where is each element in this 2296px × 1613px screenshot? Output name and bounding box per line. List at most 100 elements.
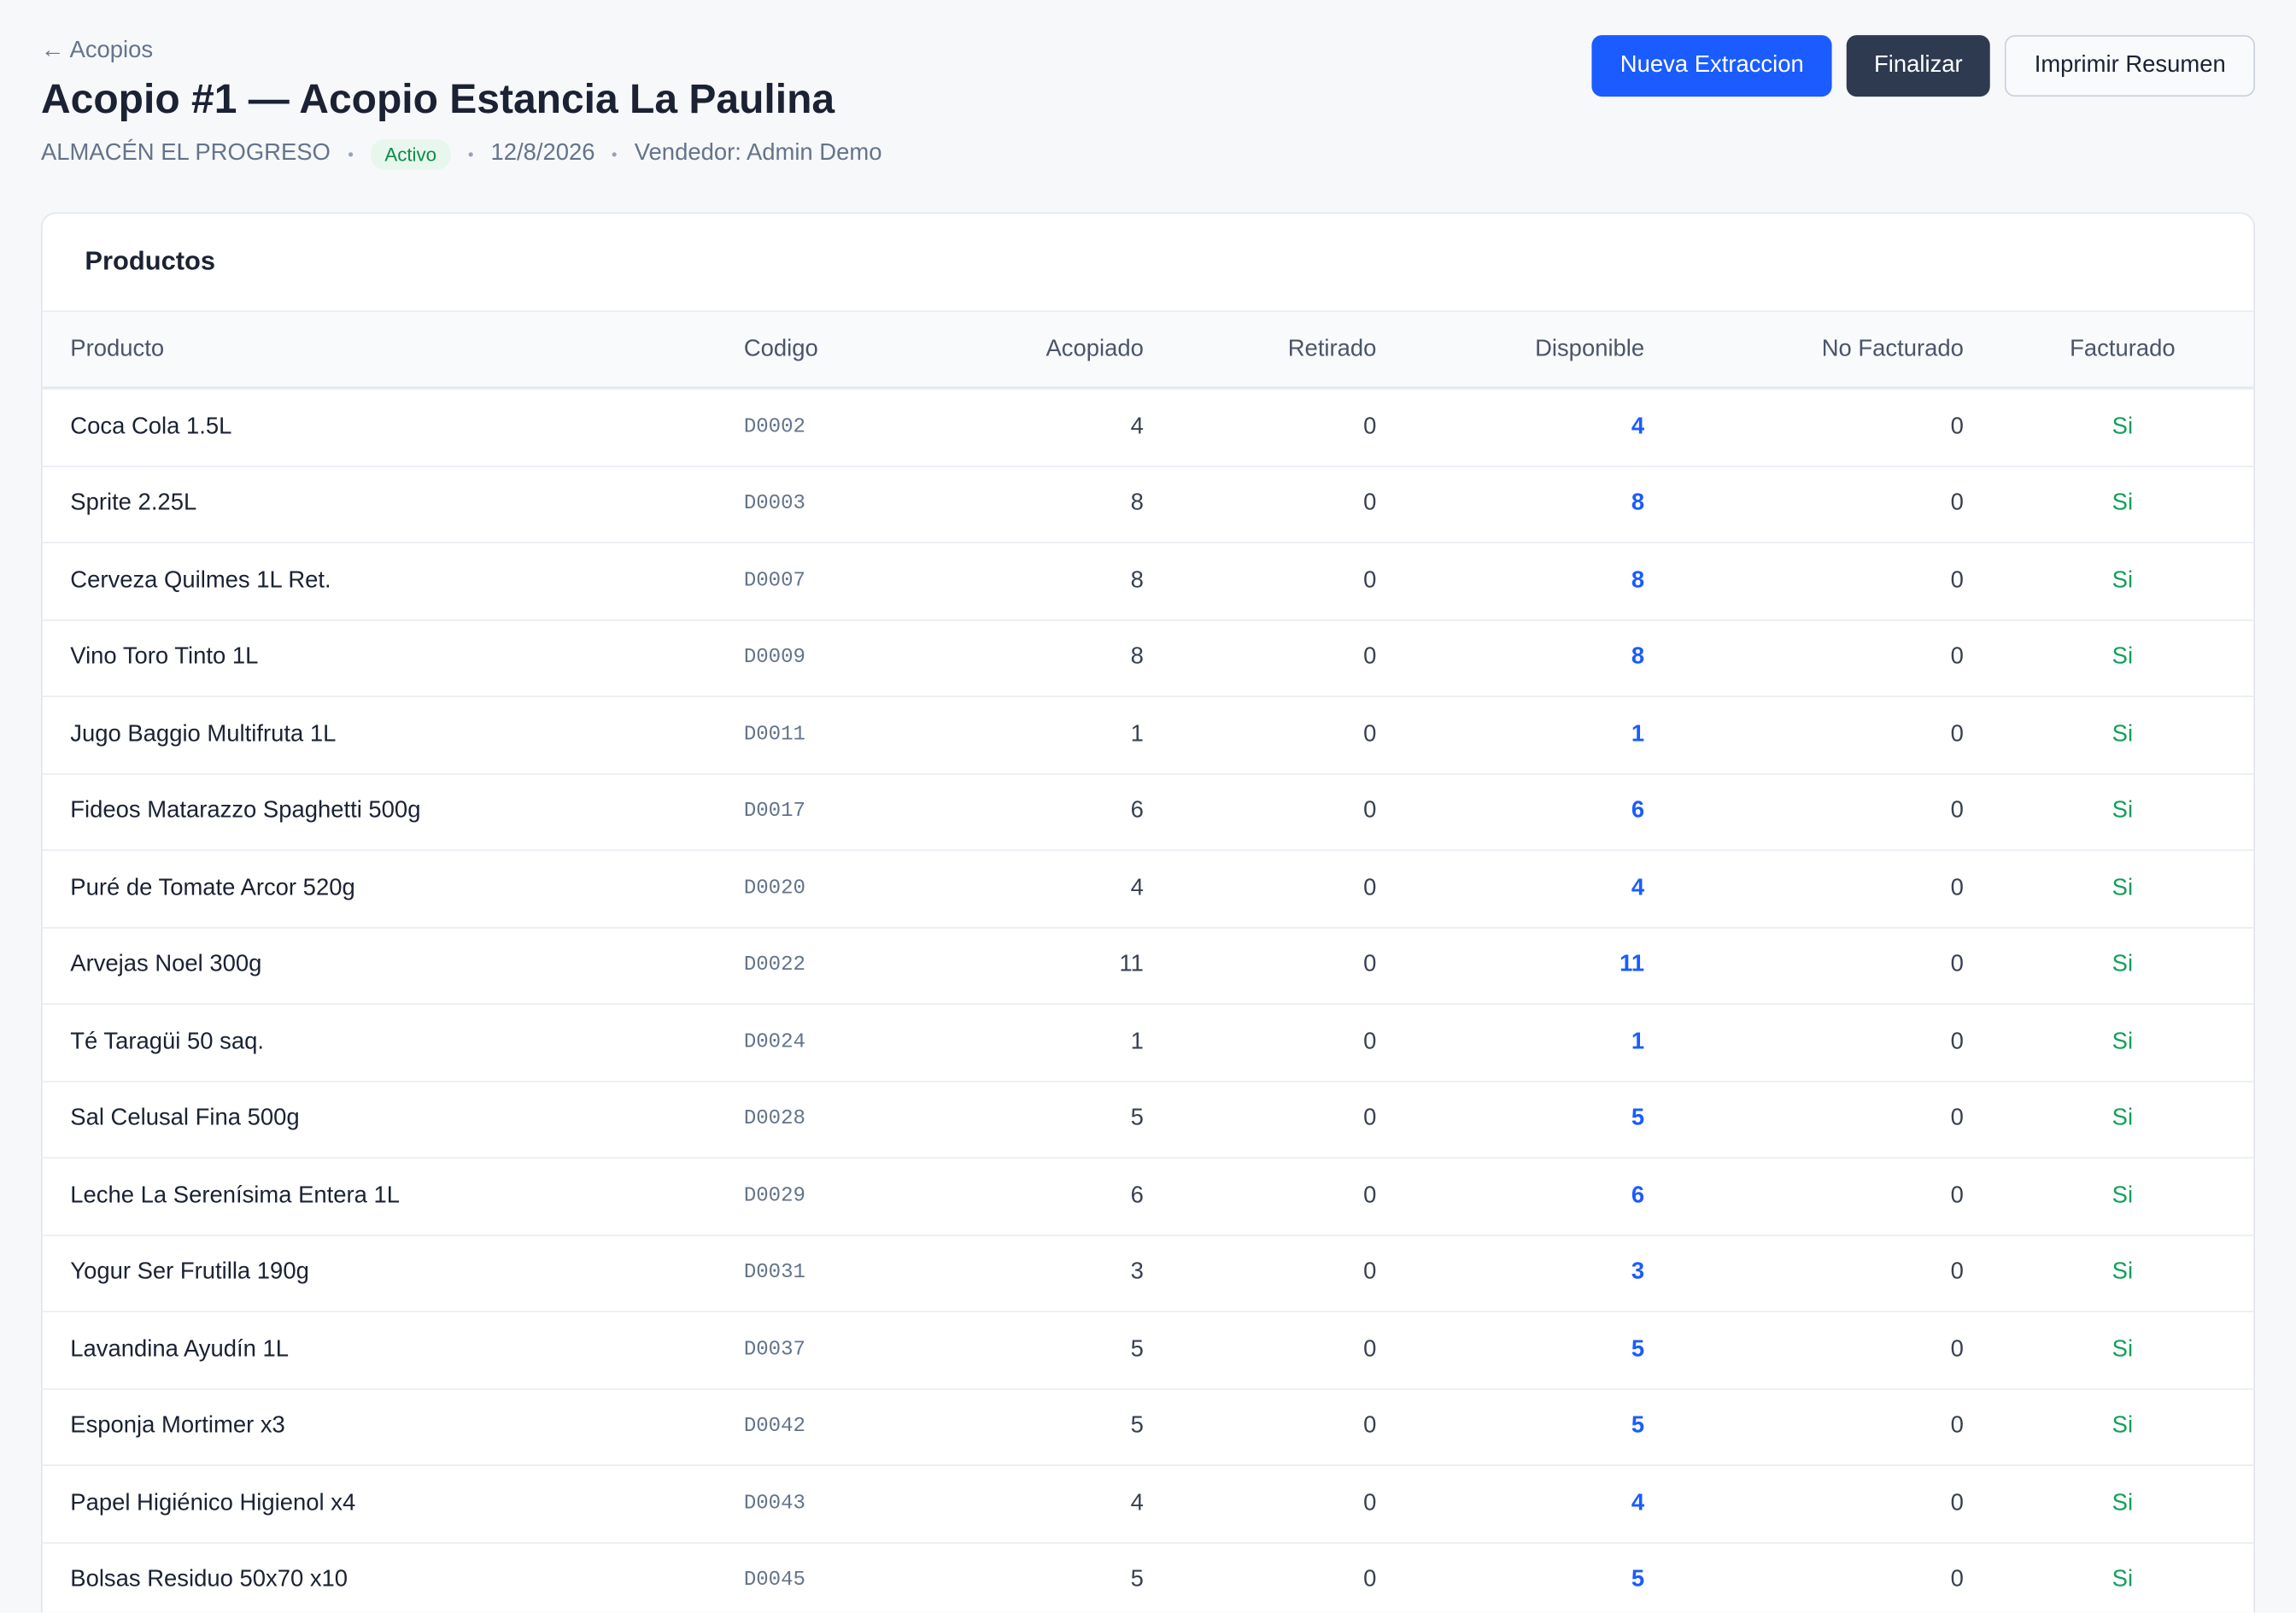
table-cell: Si — [2112, 798, 2134, 824]
table-cell: D0007 — [743, 569, 805, 593]
table-cell: Fideos Matarazzo Spaghetti 500g — [70, 798, 421, 824]
table-cell: 6 — [1631, 798, 1645, 824]
table-cell: D0028 — [743, 1107, 805, 1131]
table-cell: Cerveza Quilmes 1L Ret. — [70, 567, 331, 593]
table-cell: 0 — [1363, 721, 1377, 747]
table-row[interactable]: Leche La Serenísima Entera 1L D0029 6 0 6 0 Si — [42, 1157, 2254, 1234]
table-cell: 5 — [1631, 1106, 1645, 1131]
meta-line: ALMACÉN EL PROGRESO Activo 12/8/2026 Ven… — [41, 138, 882, 170]
table-cell: Si — [2112, 567, 2134, 593]
table-cell: 0 — [1363, 875, 1377, 900]
table-cell: 0 — [1363, 567, 1377, 593]
products-table: Producto Codigo Acopiado Retirado Disponible… — [42, 310, 2254, 1612]
table-cell: 0 — [1950, 1336, 1964, 1362]
table-row[interactable]: Vino Toro Tinto 1L D0009 8 0 8 0 Si — [42, 619, 2254, 695]
table-cell: D0002 — [743, 415, 805, 439]
button[interactable]: Finalizar — [1846, 35, 1991, 97]
table-cell: Si — [2112, 1413, 2134, 1439]
table-row[interactable]: Arvejas Noel 300g D0022 11 0 11 0 Si — [42, 926, 2254, 1003]
table-row[interactable]: Fideos Matarazzo Spaghetti 500g D0017 6 0 6 0… — [42, 772, 2254, 849]
table-row[interactable]: Sprite 2.25L D0003 8 0 8 0 Si — [42, 465, 2254, 542]
table-row[interactable]: Bolsas Residuo 50x70 x10 D0045 5 0 5 0 Si — [42, 1541, 2254, 1612]
store: ALMACÉN EL PROGRESO — [41, 140, 331, 166]
button[interactable]: Nueva Extraccion — [1592, 35, 1832, 97]
table-cell: Bolsas Residuo 50x70 x10 — [70, 1567, 348, 1592]
table-cell: 8 — [1130, 567, 1144, 593]
column-header: Acopiado — [1046, 336, 1144, 361]
table-cell: 0 — [1950, 1490, 1964, 1516]
table-row[interactable]: Té Taragüi 50 saq. D0024 1 0 1 0 Si — [42, 1003, 2254, 1080]
table-row[interactable]: Puré de Tomate Arcor 520g D0020 4 0 4 0 Si — [42, 849, 2254, 926]
table-cell: 0 — [1363, 1413, 1377, 1439]
table-cell: Si — [2112, 1182, 2134, 1208]
table-cell: Jugo Baggio Multifruta 1L — [70, 721, 337, 747]
table-cell: 6 — [1130, 1182, 1144, 1208]
table-cell: Yogur Ser Frutilla 190g — [70, 1259, 309, 1285]
table-row[interactable]: Yogur Ser Frutilla 190g D0031 3 0 3 0 Si — [42, 1234, 2254, 1311]
column-header: Codigo — [743, 336, 818, 361]
table-cell: 0 — [1950, 875, 1964, 900]
table-cell: Sal Celusal Fina 500g — [70, 1106, 300, 1131]
table-cell: Té Taragüi 50 saq. — [70, 1029, 264, 1054]
table-cell: D0024 — [743, 1030, 805, 1054]
table-cell: 0 — [1363, 1182, 1377, 1208]
table-cell: 0 — [1950, 1106, 1964, 1131]
table-cell: 0 — [1950, 1029, 1964, 1054]
table-cell: 5 — [1130, 1106, 1144, 1131]
button[interactable]: Imprimir Resumen — [2005, 35, 2256, 97]
products-card: Productos Producto Codigo Acopiado Retirado… — [41, 212, 2256, 1613]
table-cell: 6 — [1130, 798, 1144, 824]
separator — [612, 151, 618, 156]
table-cell: Lavandina Ayudín 1L — [70, 1336, 290, 1362]
table-cell: Si — [2112, 1336, 2134, 1362]
column-header: No Facturado — [1821, 336, 1964, 361]
table-cell: 1 — [1130, 721, 1144, 747]
table-cell: 0 — [1363, 644, 1377, 670]
column-header: Facturado — [2070, 336, 2176, 361]
table-row[interactable]: Coca Cola 1.5L D0002 4 0 4 0 Si — [42, 388, 2254, 465]
table-cell: 4 — [1130, 1490, 1144, 1516]
table-cell: Vino Toro Tinto 1L — [70, 644, 259, 670]
table-cell: 0 — [1363, 1259, 1377, 1285]
table-cell: D0022 — [743, 953, 805, 977]
table-cell: 0 — [1363, 414, 1377, 439]
table-cell: D0031 — [743, 1261, 805, 1285]
table-row[interactable]: Esponja Mortimer x3 D0042 5 0 5 0 Si — [42, 1387, 2254, 1464]
column-header: Producto — [70, 336, 165, 361]
table-cell: D0003 — [743, 492, 805, 516]
table-cell: Coca Cola 1.5L — [70, 414, 232, 439]
table-cell: 4 — [1631, 1490, 1645, 1516]
table-cell: 8 — [1631, 490, 1645, 516]
table-cell: 4 — [1130, 875, 1144, 900]
back-link[interactable]: ← Acopios — [41, 38, 154, 63]
table-cell: 0 — [1363, 798, 1377, 824]
table-cell: D0045 — [743, 1569, 805, 1592]
table-row[interactable]: Sal Celusal Fina 500g D0028 5 0 5 0 Si — [42, 1080, 2254, 1157]
table-cell: Si — [2112, 1029, 2134, 1054]
table-cell: 4 — [1631, 875, 1645, 900]
table-cell: Si — [2112, 952, 2134, 977]
table-cell: 0 — [1950, 1259, 1964, 1285]
table-cell: 0 — [1950, 952, 1964, 977]
table-cell: Si — [2112, 875, 2134, 900]
table-cell: Leche La Serenísima Entera 1L — [70, 1182, 401, 1208]
table-cell: 0 — [1950, 721, 1964, 747]
table-cell: 3 — [1130, 1259, 1144, 1285]
table-row[interactable]: Jugo Baggio Multifruta 1L D0011 1 0 1 0 Si — [42, 695, 2254, 772]
table-cell: 0 — [1950, 1182, 1964, 1208]
table-cell: 8 — [1631, 567, 1645, 593]
table-cell: 0 — [1363, 1567, 1377, 1592]
table-cell: 8 — [1130, 490, 1144, 516]
page-title: Acopio #1 — Acopio Estancia La Paulina — [41, 76, 835, 122]
table-cell: 1 — [1130, 1029, 1144, 1054]
table-cell: 0 — [1950, 1567, 1964, 1592]
table-cell: 3 — [1631, 1259, 1645, 1285]
table-row[interactable]: Lavandina Ayudín 1L D0037 5 0 5 0 Si — [42, 1311, 2254, 1387]
table-row[interactable]: Papel Higiénico Higienol x4 D0043 4 0 4 0 Si — [42, 1464, 2254, 1541]
separator — [348, 151, 353, 156]
table-cell: 5 — [1631, 1336, 1645, 1362]
table-row[interactable]: Cerveza Quilmes 1L Ret. D0007 8 0 8 0 Si — [42, 542, 2254, 619]
